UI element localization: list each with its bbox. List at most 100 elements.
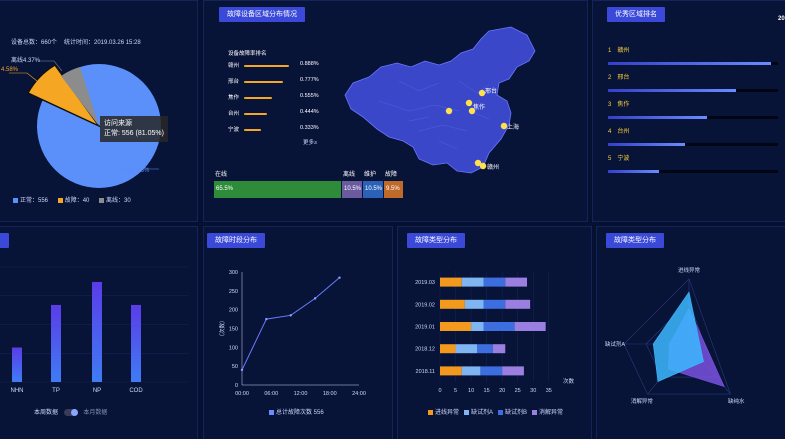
map-point-jiaozuo[interactable] bbox=[465, 99, 473, 107]
legend-last-week[interactable]: 本月数据 bbox=[83, 410, 108, 416]
china-map[interactable]: 邢台 焦作 上海 赣州 bbox=[339, 21, 554, 186]
device-status-bar: 在线 65.5% 离线 10.5% 维护 10.5% 故障 9.5% bbox=[214, 169, 410, 199]
stack-legend-item[interactable]: 缺试剂A bbox=[464, 409, 493, 416]
line-point[interactable] bbox=[289, 314, 292, 317]
fault-time-series-line[interactable] bbox=[241, 277, 340, 371]
stack-x-tick: 10 bbox=[468, 388, 474, 394]
radar-axis-label: 缺纯水 bbox=[728, 397, 745, 405]
map-point-jiaozuo-2[interactable] bbox=[468, 107, 476, 115]
stack-segment[interactable] bbox=[483, 322, 515, 331]
bar-np[interactable] bbox=[92, 281, 102, 382]
rank-track bbox=[608, 62, 778, 65]
more-link[interactable]: 更多≥ bbox=[303, 140, 318, 146]
stack-segment[interactable] bbox=[477, 344, 493, 354]
stack-segment[interactable] bbox=[455, 344, 478, 354]
indicator-bar-chart[interactable]: NHN TP NP COD bbox=[0, 257, 199, 407]
rank-track bbox=[608, 143, 778, 146]
line-y-tick: 300 bbox=[229, 270, 238, 276]
line-x-tick: 18:00 bbox=[323, 391, 337, 397]
fault-time-line-chart[interactable]: 0 50 100 150 200 250 300 00:00 06:00 12:00 18:00 24… bbox=[204, 257, 394, 407]
stack-x-tick: 15 bbox=[484, 388, 490, 394]
callout-fault: 4.58% bbox=[1, 67, 19, 73]
stack-segment[interactable] bbox=[483, 277, 506, 287]
ranking-city: 宁波 bbox=[228, 127, 240, 133]
legend-fault[interactable]: 故障：40 bbox=[57, 197, 89, 204]
stack-category-label: 2018.12 bbox=[415, 347, 435, 353]
line-legend[interactable]: 总计故障次数 556 bbox=[269, 407, 324, 416]
china-map-shape[interactable] bbox=[344, 26, 536, 174]
ranking-bar bbox=[244, 97, 273, 99]
line-point[interactable] bbox=[338, 276, 341, 279]
region-rank-row: 2 邢台 bbox=[608, 72, 629, 81]
pie-slice-offline[interactable] bbox=[61, 67, 99, 126]
rank-fill bbox=[608, 170, 659, 173]
line-point[interactable] bbox=[240, 368, 244, 372]
legend-toggle[interactable] bbox=[63, 408, 78, 416]
stack-category-label: 2019.01 bbox=[415, 325, 435, 331]
map-point-ganzhou[interactable] bbox=[474, 159, 482, 167]
ranking-pct: 0.888% bbox=[300, 61, 319, 67]
stack-segment[interactable] bbox=[502, 366, 524, 376]
line-point[interactable] bbox=[265, 317, 268, 321]
ranking-bar bbox=[244, 65, 289, 67]
stack-segment[interactable] bbox=[461, 366, 481, 376]
stack-legend-item[interactable]: 缺试剂B bbox=[498, 409, 527, 416]
fault-type-stacked-bar[interactable]: 0 5 10 15 20 25 30 35 次数 2019.03 2019.02 2019.01 201… bbox=[398, 257, 593, 407]
stack-segment[interactable] bbox=[480, 366, 503, 376]
bar-category-label: NHN bbox=[11, 388, 24, 394]
legend-offline[interactable]: 离线：30 bbox=[99, 197, 131, 204]
stack-segment[interactable] bbox=[505, 299, 531, 309]
line-point[interactable] bbox=[313, 297, 317, 300]
status-segment[interactable]: 10.5% bbox=[342, 181, 362, 198]
status-segment[interactable]: 9.5% bbox=[384, 181, 403, 198]
map-label-shanghai: 上海 bbox=[507, 123, 519, 131]
stack-segment[interactable] bbox=[505, 277, 528, 287]
map-point-ganzhou-2[interactable] bbox=[479, 162, 487, 170]
stack-segment[interactable] bbox=[514, 322, 546, 331]
pie-slice-fault[interactable] bbox=[26, 64, 102, 128]
rank-city: 焦作 bbox=[617, 102, 630, 108]
status-label: 维护 bbox=[364, 172, 377, 178]
fault-type-radar-panel: 故障类型分布 进线异常 缺试剂A 消解异常 缺纯水 bbox=[596, 226, 785, 439]
stack-x-tick: 0 bbox=[438, 388, 441, 394]
ranking-pct: 0.777% bbox=[300, 77, 319, 83]
stack-segment[interactable] bbox=[440, 322, 472, 331]
stack-x-tick: 5 bbox=[454, 388, 457, 394]
stack-segment[interactable] bbox=[440, 344, 456, 354]
status-segment[interactable]: 65.5% bbox=[214, 181, 341, 198]
map-point-shanghai[interactable] bbox=[500, 122, 508, 130]
ranking-city: 焦作 bbox=[228, 95, 240, 101]
legend-normal[interactable]: 正常：556 bbox=[13, 197, 48, 204]
bar-cod[interactable] bbox=[131, 304, 141, 382]
stack-segment[interactable] bbox=[440, 366, 462, 376]
legend-this-week[interactable]: 本周数据 bbox=[34, 410, 59, 416]
stack-segment[interactable] bbox=[464, 299, 484, 309]
stack-legend-item[interactable]: 消解异常 bbox=[532, 409, 563, 416]
stack-segment[interactable] bbox=[492, 344, 506, 354]
fault-time-panel: 故障时段分布 0 50 100 150 200 250 300 00:00 06:00 12:00… bbox=[203, 226, 393, 439]
status-segment[interactable]: 10.5% bbox=[363, 181, 383, 198]
bar-tp[interactable] bbox=[51, 304, 61, 382]
device-status-pie[interactable] bbox=[0, 41, 199, 211]
stack-segment[interactable] bbox=[471, 322, 484, 331]
line-y-tick: 0 bbox=[235, 383, 238, 389]
bar-category-label: NP bbox=[93, 388, 101, 394]
radar-series-area[interactable] bbox=[652, 291, 704, 382]
radar-axis-label: 缺试剂A bbox=[605, 340, 626, 348]
stack-segment[interactable] bbox=[440, 277, 462, 287]
rank-number: 4 bbox=[608, 129, 612, 135]
radar-axis-label: 进线异常 bbox=[678, 266, 701, 274]
stack-segment[interactable] bbox=[440, 299, 465, 309]
rank-track bbox=[608, 116, 778, 119]
stack-segment[interactable] bbox=[461, 277, 484, 287]
bar-nhn[interactable] bbox=[12, 347, 22, 383]
line-y-axis-label: （次数） bbox=[218, 317, 226, 339]
rank-number: 2 bbox=[608, 75, 612, 81]
map-point-xian[interactable] bbox=[445, 107, 453, 115]
map-point-xingtai[interactable] bbox=[478, 89, 486, 97]
rank-track bbox=[608, 89, 778, 92]
stack-segment[interactable] bbox=[483, 299, 506, 309]
stack-legend-item[interactable]: 进线异常 bbox=[428, 409, 459, 416]
fault-map-panel: 故障设备区域分布情况 设备故障率排名 赣州 0.888% 邢台 0.777% 焦作 0.5… bbox=[203, 0, 588, 222]
